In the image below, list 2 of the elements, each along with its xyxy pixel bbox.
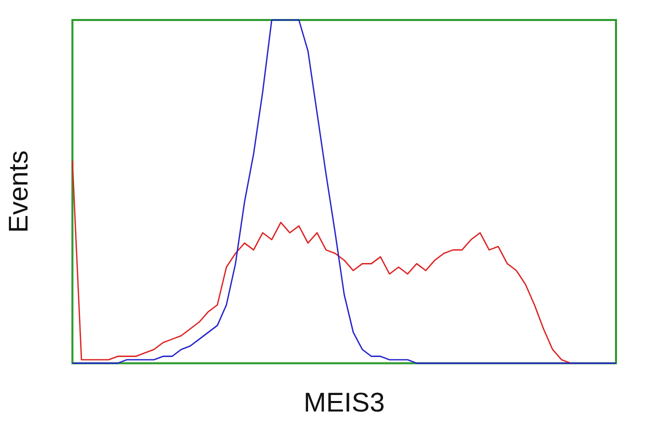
y-axis-title: Events [4,150,34,233]
x-axis-title: MEIS3 [304,387,385,418]
